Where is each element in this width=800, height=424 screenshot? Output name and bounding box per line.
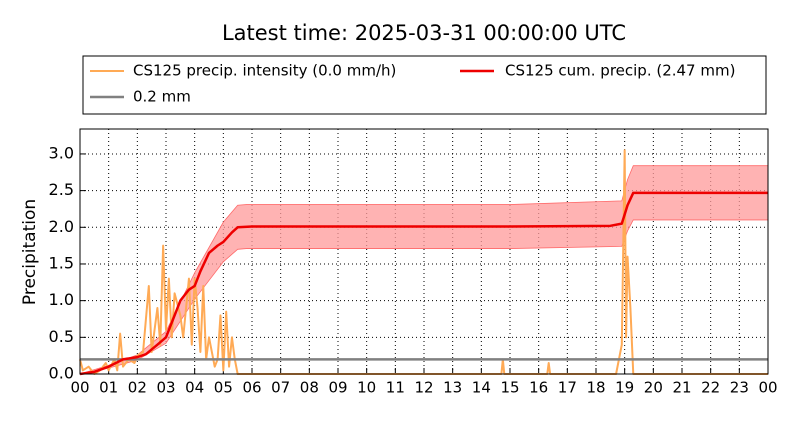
x-tick-label: 07 xyxy=(271,379,290,397)
x-tick-label: 15 xyxy=(500,379,519,397)
x-tick-label: 22 xyxy=(701,379,720,397)
legend-label: CS125 cum. precip. (2.47 mm) xyxy=(505,62,735,80)
y-tick-label: 2.0 xyxy=(49,217,74,236)
x-tick-label: 20 xyxy=(644,379,663,397)
y-axis-label: Precipitation xyxy=(20,199,40,305)
x-tick-label: 14 xyxy=(472,379,491,397)
y-tick-label: 0.0 xyxy=(49,364,74,383)
chart-title: Latest time: 2025-03-31 00:00:00 UTC xyxy=(222,21,626,45)
x-tick-label: 23 xyxy=(730,379,749,397)
y-tick-label: 2.5 xyxy=(49,180,74,199)
x-tick-label: 11 xyxy=(386,379,405,397)
x-tick-label: 05 xyxy=(214,379,233,397)
x-tick-label: 08 xyxy=(300,379,319,397)
legend-label: 0.2 mm xyxy=(133,88,191,106)
x-tick-label: 00 xyxy=(758,379,777,397)
x-tick-label: 02 xyxy=(128,379,147,397)
y-tick-label: 1.5 xyxy=(49,253,74,272)
x-tick-label: 10 xyxy=(357,379,376,397)
x-tick-label: 03 xyxy=(156,379,175,397)
y-tick-label: 1.0 xyxy=(49,290,74,309)
x-tick-label: 21 xyxy=(672,379,691,397)
y-tick-label: 3.0 xyxy=(49,143,74,162)
x-tick-label: 01 xyxy=(99,379,118,397)
series-line xyxy=(79,149,768,375)
x-tick-label: 13 xyxy=(443,379,462,397)
x-tick-label: 06 xyxy=(242,379,261,397)
x-tick-label: 18 xyxy=(586,379,605,397)
x-tick-label: 09 xyxy=(328,379,347,397)
x-tick-label: 19 xyxy=(615,379,634,397)
legend xyxy=(82,55,767,115)
legend-label: CS125 precip. intensity (0.0 mm/h) xyxy=(133,62,396,80)
series-line xyxy=(79,191,768,376)
plot-frame xyxy=(79,128,769,375)
x-tick-label: 16 xyxy=(529,379,548,397)
x-tick-label: 12 xyxy=(414,379,433,397)
x-tick-label: 04 xyxy=(185,379,204,397)
y-tick-label: 0.5 xyxy=(49,327,74,346)
x-tick-label: 00 xyxy=(70,379,89,397)
x-tick-label: 17 xyxy=(558,379,577,397)
